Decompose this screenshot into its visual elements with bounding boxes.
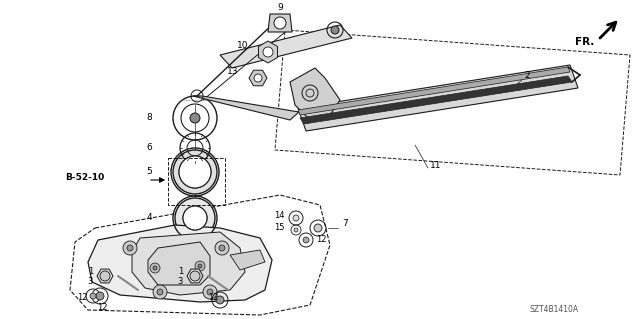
Text: 8: 8 bbox=[147, 114, 152, 122]
Text: 5: 5 bbox=[147, 167, 152, 176]
Text: 12: 12 bbox=[208, 293, 218, 302]
Text: 1: 1 bbox=[88, 268, 93, 277]
Circle shape bbox=[153, 266, 157, 270]
Text: 12: 12 bbox=[97, 303, 108, 313]
Polygon shape bbox=[268, 14, 292, 32]
Circle shape bbox=[188, 165, 202, 179]
Circle shape bbox=[207, 289, 213, 295]
Polygon shape bbox=[249, 70, 267, 86]
Circle shape bbox=[100, 271, 110, 281]
Text: 9: 9 bbox=[277, 4, 283, 12]
Text: 3: 3 bbox=[178, 278, 183, 286]
Polygon shape bbox=[148, 242, 210, 285]
Circle shape bbox=[183, 206, 207, 230]
Text: SZT4B1410A: SZT4B1410A bbox=[530, 306, 579, 315]
Polygon shape bbox=[220, 25, 352, 68]
Circle shape bbox=[90, 293, 96, 299]
Polygon shape bbox=[88, 225, 272, 302]
Text: 12: 12 bbox=[77, 293, 88, 302]
Circle shape bbox=[203, 285, 217, 299]
Text: 6: 6 bbox=[147, 144, 152, 152]
Circle shape bbox=[175, 198, 215, 238]
Circle shape bbox=[215, 241, 229, 255]
Polygon shape bbox=[187, 269, 203, 283]
Text: B-52-10: B-52-10 bbox=[65, 174, 104, 182]
Polygon shape bbox=[230, 250, 265, 270]
Text: 2: 2 bbox=[524, 71, 530, 80]
Circle shape bbox=[190, 113, 200, 123]
Circle shape bbox=[96, 292, 104, 300]
Circle shape bbox=[123, 241, 137, 255]
Text: 4: 4 bbox=[147, 213, 152, 222]
Circle shape bbox=[198, 264, 202, 268]
Circle shape bbox=[157, 289, 163, 295]
Circle shape bbox=[314, 224, 322, 232]
Circle shape bbox=[127, 245, 133, 251]
Text: 11: 11 bbox=[430, 160, 442, 169]
Text: 10: 10 bbox=[237, 41, 248, 50]
Circle shape bbox=[179, 156, 211, 188]
Text: 14: 14 bbox=[275, 211, 285, 219]
Text: 15: 15 bbox=[275, 224, 285, 233]
Polygon shape bbox=[298, 67, 570, 115]
Circle shape bbox=[219, 245, 225, 251]
Circle shape bbox=[274, 17, 286, 29]
Circle shape bbox=[254, 74, 262, 82]
Circle shape bbox=[263, 47, 273, 57]
Text: FR.: FR. bbox=[575, 37, 595, 47]
Text: 3: 3 bbox=[88, 278, 93, 286]
Circle shape bbox=[216, 296, 224, 304]
Circle shape bbox=[294, 228, 298, 232]
Polygon shape bbox=[132, 232, 245, 295]
Polygon shape bbox=[193, 96, 299, 120]
Circle shape bbox=[190, 271, 200, 281]
Polygon shape bbox=[97, 269, 113, 283]
Circle shape bbox=[293, 215, 299, 221]
Text: 13: 13 bbox=[227, 68, 238, 77]
Circle shape bbox=[303, 237, 309, 243]
Circle shape bbox=[153, 285, 167, 299]
Polygon shape bbox=[298, 65, 578, 131]
Circle shape bbox=[195, 261, 205, 271]
Polygon shape bbox=[300, 76, 572, 124]
Circle shape bbox=[173, 150, 217, 194]
Polygon shape bbox=[259, 41, 278, 63]
Circle shape bbox=[150, 263, 160, 273]
Text: 7: 7 bbox=[342, 219, 348, 228]
Text: 1: 1 bbox=[178, 268, 183, 277]
Polygon shape bbox=[290, 68, 340, 120]
Text: 12: 12 bbox=[316, 235, 326, 244]
Circle shape bbox=[331, 26, 339, 34]
